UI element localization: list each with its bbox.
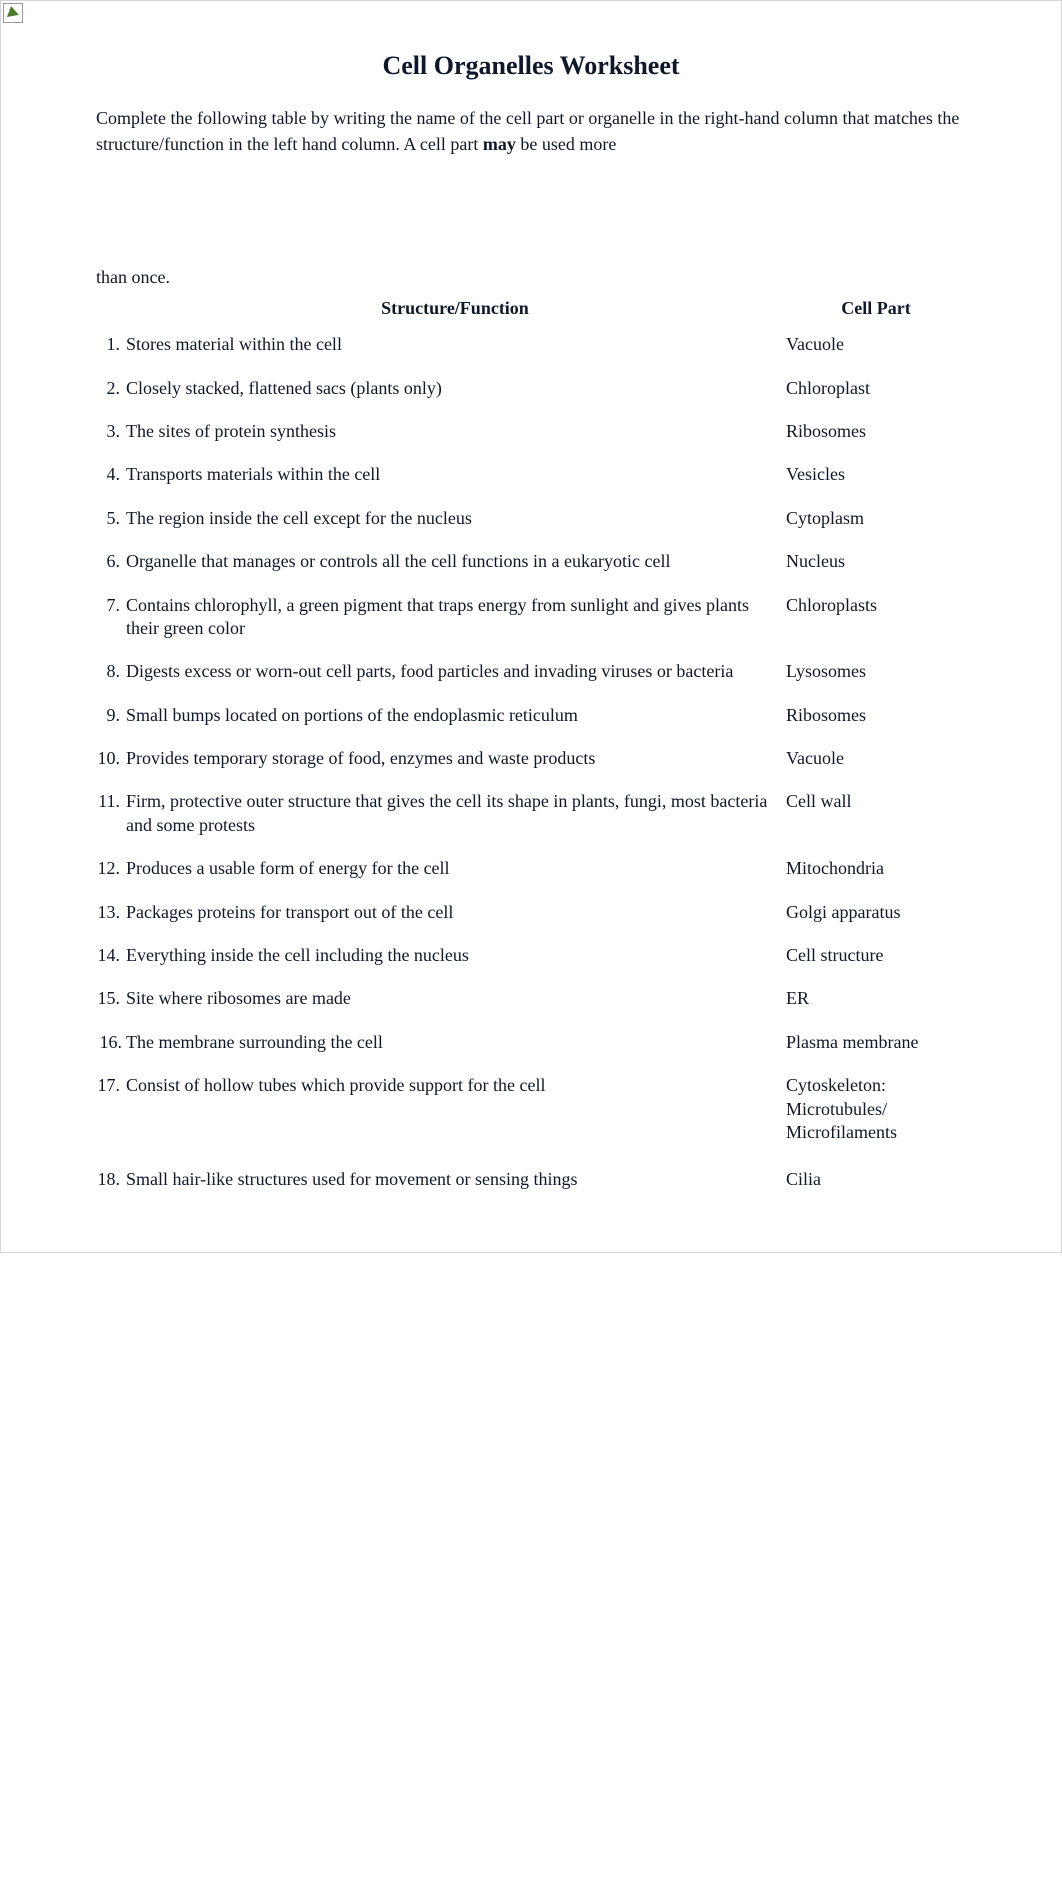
worksheet-table: Structure/Function Cell Part 1. Stores m… xyxy=(96,298,966,1212)
table-row: 15. Site where ribosomes are made ER xyxy=(96,987,966,1010)
intro-bold: may xyxy=(483,134,516,154)
row-number: 11. xyxy=(96,790,124,813)
row-number: 13. xyxy=(96,901,124,924)
intro-rest: than once. xyxy=(96,267,966,288)
row-cell-part: Cilia xyxy=(786,1168,966,1191)
row-structure-function: Site where ribosomes are made xyxy=(124,987,786,1010)
row-cell-part: Vacuole xyxy=(786,333,966,356)
table-row: 12. Produces a usable form of energy for… xyxy=(96,857,966,880)
table-row: 1. Stores material within the cell Vacuo… xyxy=(96,333,966,356)
row-structure-function: Packages proteins for transport out of t… xyxy=(124,901,786,924)
table-row: 2. Closely stacked, flattened sacs (plan… xyxy=(96,377,966,400)
row-number: 16. xyxy=(96,1031,126,1054)
row-cell-part: Ribosomes xyxy=(786,704,966,727)
header-cell-part: Cell Part xyxy=(786,298,966,319)
row-number: 4. xyxy=(96,463,124,486)
row-cell-part: Chloroplast xyxy=(786,377,966,400)
table-row: 9. Small bumps located on portions of th… xyxy=(96,704,966,727)
content-area: Cell Organelles Worksheet Complete the f… xyxy=(1,1,1061,1252)
table-row: 11. Firm, protective outer structure tha… xyxy=(96,790,966,837)
row-structure-function: The membrane surrounding the cell xyxy=(126,1031,786,1054)
row-structure-function: Provides temporary storage of food, enzy… xyxy=(124,747,786,770)
table-header-row: Structure/Function Cell Part xyxy=(96,298,966,319)
row-structure-function: Transports materials within the cell xyxy=(124,463,786,486)
row-cell-part: Ribosomes xyxy=(786,420,966,443)
table-row: 17. Consist of hollow tubes which provid… xyxy=(96,1074,966,1144)
row-number: 10. xyxy=(96,747,124,770)
row-number: 8. xyxy=(96,660,124,683)
row-structure-function: Contains chlorophyll, a green pigment th… xyxy=(124,594,786,641)
row-structure-function: The region inside the cell except for th… xyxy=(124,507,786,530)
row-cell-part: Cell wall xyxy=(786,790,966,813)
row-structure-function: Produces a usable form of energy for the… xyxy=(124,857,786,880)
row-cell-part: Vacuole xyxy=(786,747,966,770)
intro-part2: be used more xyxy=(516,134,616,154)
row-structure-function: Consist of hollow tubes which provide su… xyxy=(124,1074,786,1097)
table-row: 3. The sites of protein synthesis Riboso… xyxy=(96,420,966,443)
table-row: 14. Everything inside the cell including… xyxy=(96,944,966,967)
table-row: 18. Small hair-like structures used for … xyxy=(96,1168,966,1191)
row-structure-function: Firm, protective outer structure that gi… xyxy=(124,790,786,837)
table-row: 10. Provides temporary storage of food, … xyxy=(96,747,966,770)
row-structure-function: The sites of protein synthesis xyxy=(124,420,786,443)
row-number: 15. xyxy=(96,987,124,1010)
row-cell-part: Vesicles xyxy=(786,463,966,486)
header-structure-function: Structure/Function xyxy=(124,298,786,319)
row-structure-function: Small bumps located on portions of the e… xyxy=(124,704,786,727)
worksheet-page: Cell Organelles Worksheet Complete the f… xyxy=(0,0,1062,1253)
row-cell-part: Plasma membrane xyxy=(786,1031,966,1054)
row-number: 18. xyxy=(96,1168,124,1191)
row-number: 9. xyxy=(96,704,124,727)
table-row: 5. The region inside the cell except for… xyxy=(96,507,966,530)
table-row: 6. Organelle that manages or controls al… xyxy=(96,550,966,573)
row-number: 5. xyxy=(96,507,124,530)
row-number: 17. xyxy=(96,1074,124,1097)
row-number: 1. xyxy=(96,333,124,356)
row-cell-part: Chloroplasts xyxy=(786,594,966,617)
row-cell-part: Cell structure xyxy=(786,944,966,967)
row-number: 6. xyxy=(96,550,124,573)
row-structure-function: Stores material within the cell xyxy=(124,333,786,356)
header-num-spacer xyxy=(96,298,124,319)
table-row: 8. Digests excess or worn-out cell parts… xyxy=(96,660,966,683)
row-structure-function: Digests excess or worn-out cell parts, f… xyxy=(124,660,786,683)
row-cell-part: Mitochondria xyxy=(786,857,966,880)
page-title: Cell Organelles Worksheet xyxy=(96,51,966,81)
row-cell-part: Lysosomes xyxy=(786,660,966,683)
broken-image-icon xyxy=(3,3,23,23)
row-structure-function: Organelle that manages or controls all t… xyxy=(124,550,786,573)
row-cell-part: ER xyxy=(786,987,966,1010)
table-row: 7. Contains chlorophyll, a green pigment… xyxy=(96,594,966,641)
row-number: 12. xyxy=(96,857,124,880)
row-number: 7. xyxy=(96,594,124,617)
row-number: 3. xyxy=(96,420,124,443)
row-cell-part: Golgi apparatus xyxy=(786,901,966,924)
table-row: 16. The membrane surrounding the cell Pl… xyxy=(96,1031,966,1054)
row-structure-function: Closely stacked, flattened sacs (plants … xyxy=(124,377,786,400)
table-row: 4. Transports materials within the cell … xyxy=(96,463,966,486)
row-structure-function: Everything inside the cell including the… xyxy=(124,944,786,967)
page-break-gap xyxy=(96,157,966,267)
row-cell-part: Cytoplasm xyxy=(786,507,966,530)
row-structure-function: Small hair-like structures used for move… xyxy=(124,1168,786,1191)
intro-text: Complete the following table by writing … xyxy=(96,105,966,157)
row-cell-part: Nucleus xyxy=(786,550,966,573)
table-row: 13. Packages proteins for transport out … xyxy=(96,901,966,924)
row-number: 14. xyxy=(96,944,124,967)
row-cell-part: Cytoskeleton: Microtubules/ Microfilamen… xyxy=(786,1074,966,1144)
row-number: 2. xyxy=(96,377,124,400)
